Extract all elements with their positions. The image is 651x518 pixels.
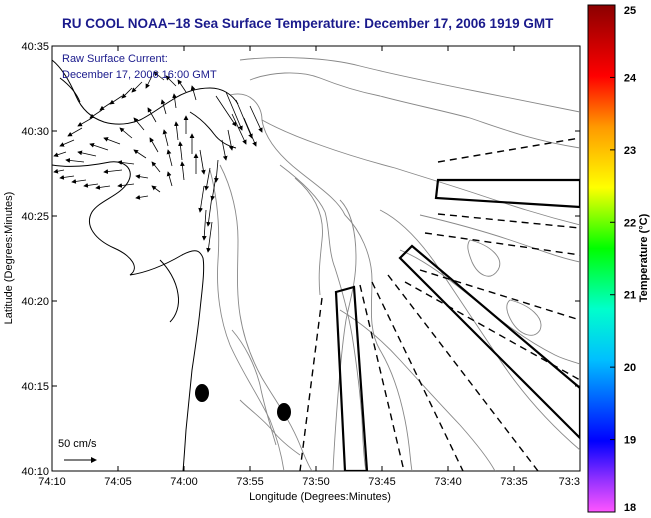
y-tick-label: 40:25: [21, 211, 49, 223]
vector-cluster-north: [53, 71, 199, 200]
station-marker-2: [277, 403, 291, 421]
plot-frame: [51, 45, 581, 472]
transect-box-south: [334, 285, 369, 471]
current-annotation-line2: December 17, 2006 16:00 GMT: [62, 69, 217, 81]
transect-box-east: [434, 178, 580, 209]
y-tick-label: 40:30: [21, 126, 49, 138]
transect-box-southeast: [398, 244, 580, 440]
y-tick-label: 40:15: [21, 381, 49, 393]
y-tick-label: 40:35: [21, 41, 49, 53]
vector-cluster-central: [198, 91, 263, 253]
y-tick-label: 40:20: [21, 296, 49, 308]
colorbar-tick-label: 23: [624, 145, 636, 157]
y-axis-ticks: 40:35 40:30 40:25 40:20 40:15 40:10: [21, 41, 580, 478]
bathymetry-contours: [209, 57, 580, 471]
colorbar-tick-label: 24: [624, 72, 637, 84]
dashed-tracks: [299, 137, 580, 471]
x-tick-label: 73:50: [302, 476, 330, 488]
x-tick-label: 73:45: [368, 476, 396, 488]
x-tick-label: 74:05: [104, 476, 132, 488]
y-axis-label: Latitude (Degrees:Minutes): [3, 192, 15, 325]
map-title: RU COOL NOAA−18 Sea Surface Temperature:…: [62, 16, 554, 31]
x-tick-label: 73:55: [236, 476, 264, 488]
coastline: [52, 59, 239, 471]
colorbar-tick-label: 25: [624, 5, 636, 17]
current-vectors: [53, 71, 263, 253]
x-axis-ticks: 74:10 74:05 74:00 73:55 73:50 73:45 73:40 73:35…: [38, 46, 581, 488]
colorbar: [587, 4, 616, 513]
y-tick-label: 40:10: [21, 466, 49, 478]
station-marker-1: [195, 384, 209, 402]
x-tick-label: 73:40: [434, 476, 462, 488]
scale-bar-label: 50 cm/s: [58, 438, 97, 450]
colorbar-label: Temperature (°C): [638, 213, 650, 302]
colorbar-tick-label: 20: [624, 362, 636, 374]
x-tick-label: 73:3: [559, 476, 580, 488]
colorbar-tick-label: 22: [624, 217, 636, 229]
colorbar-tick-label: 18: [624, 502, 636, 514]
x-tick-label: 74:00: [170, 476, 198, 488]
current-annotation-line1: Raw Surface Current:: [62, 53, 168, 65]
colorbar-tick-label: 19: [624, 435, 636, 447]
x-tick-label: 73:35: [500, 476, 528, 488]
transect-boxes: [334, 178, 580, 471]
colorbar-tick-label: 21: [624, 290, 636, 302]
colorbar-ticks: 25 24 23 22 21 20 19 18: [610, 4, 637, 514]
x-axis-label: Longitude (Degrees:Minutes): [249, 491, 391, 503]
x-tick-label: 74:10: [38, 476, 66, 488]
